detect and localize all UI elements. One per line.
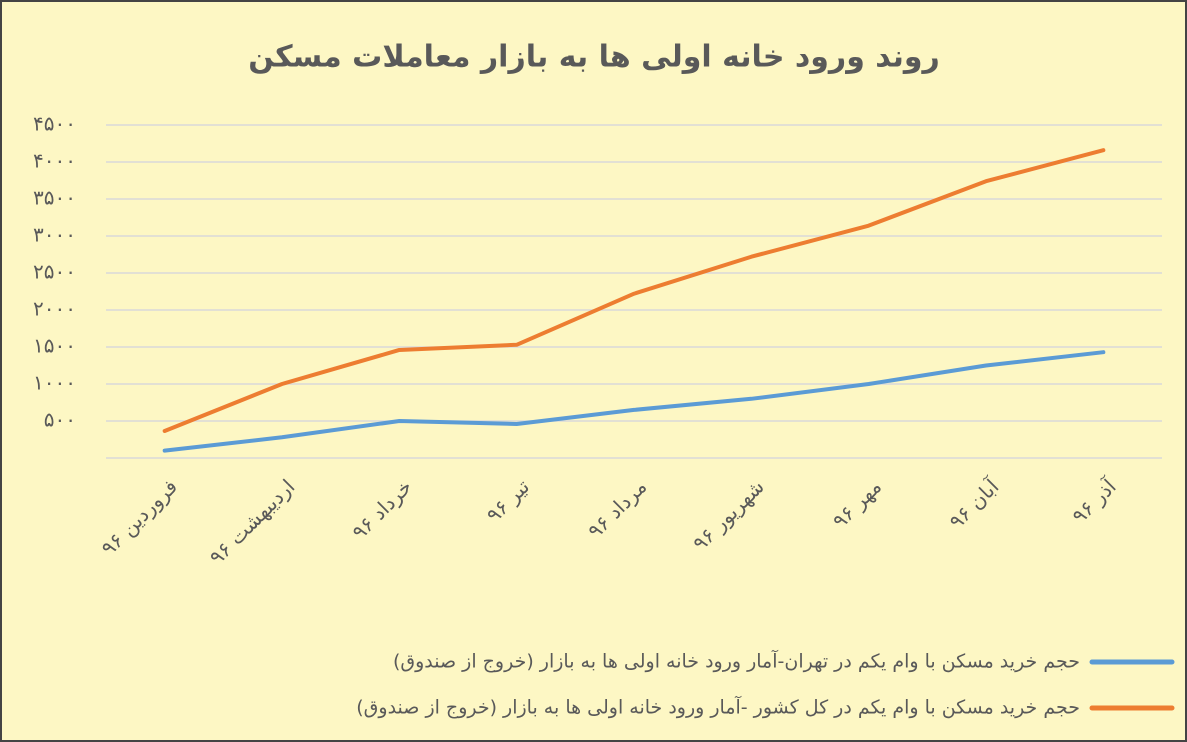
y-tick-label: ۲۵۰۰ — [33, 260, 76, 284]
y-tick-label: ۴۵۰۰ — [33, 112, 76, 136]
legend-label: حجم خرید مسکن با وام یکم در تهران-آمار و… — [393, 649, 1080, 673]
series-line — [162, 148, 1106, 433]
series-line — [162, 350, 1106, 453]
y-tick-label: ۳۰۰۰ — [33, 223, 76, 247]
y-tick-label: ۱۰۰۰ — [33, 371, 76, 395]
y-tick-label: ۴۰۰۰ — [33, 149, 76, 173]
legend-label: حجم خرید مسکن با وام یکم در کل کشور -آما… — [356, 695, 1080, 719]
y-tick-label: ۵۰۰ — [44, 408, 76, 432]
chart-title: روند ورود خانه اولی ها به بازار معاملات … — [248, 40, 940, 75]
y-tick-label: ۱۵۰۰ — [33, 334, 76, 358]
y-tick-label: ۲۰۰۰ — [33, 297, 76, 321]
y-tick-label: ۳۵۰۰ — [33, 186, 76, 210]
